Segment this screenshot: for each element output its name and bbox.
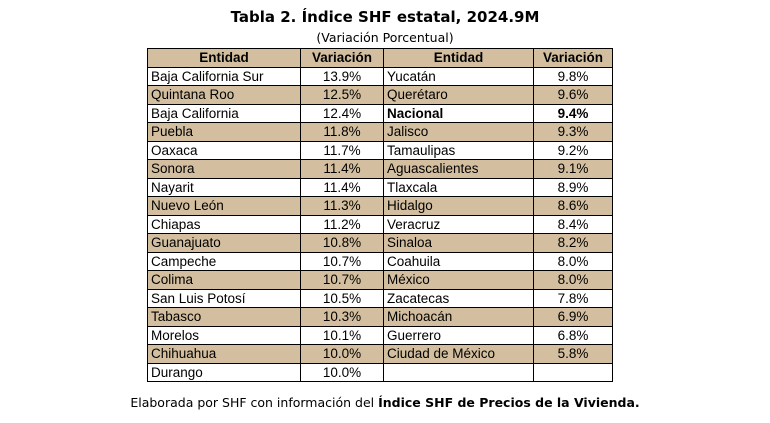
table-row: Colima 10.7% México 8.0% [147, 270, 613, 290]
cell-entidad: Yucatán [383, 66, 534, 86]
cell-entidad: Nayarit [147, 177, 301, 197]
cell-entidad: Jalisco [383, 122, 534, 142]
cell-entidad: Oaxaca [147, 140, 301, 160]
cell-entidad: Guanajuato [147, 233, 301, 253]
cell-variacion: 9.6% [533, 85, 613, 105]
table-row: Puebla 11.8% Jalisco 9.3% [147, 122, 613, 142]
table-row: Chiapas 11.2% Veracruz 8.4% [147, 214, 613, 234]
cell-variacion: 10.5% [300, 288, 384, 308]
column-header-variacion-right: Variación [533, 48, 613, 68]
table-row: Campeche 10.7% Coahuila 8.0% [147, 251, 613, 271]
cell-variacion: 6.8% [533, 325, 613, 345]
cell-entidad: Ciudad de México [383, 344, 534, 364]
table-row: Chihuahua 10.0% Ciudad de México 5.8% [147, 344, 613, 364]
column-header-variacion-left: Variación [300, 48, 384, 68]
table-row: Quintana Roo 12.5% Querétaro 9.6% [147, 85, 613, 105]
cell-variacion: 11.8% [300, 122, 384, 142]
cell-entidad: Veracruz [383, 214, 534, 234]
table-row: Baja California Sur 13.9% Yucatán 9.8% [147, 66, 613, 86]
cell-entidad: Tabasco [147, 307, 301, 327]
cell-entidad: Querétaro [383, 85, 534, 105]
cell-variacion: 8.0% [533, 270, 613, 290]
table-row: Oaxaca 11.7% Tamaulipas 9.2% [147, 140, 613, 160]
table-title: Tabla 2. Índice SHF estatal, 2024.9M [230, 8, 540, 26]
state-index-table: Entidad Variación Entidad Variación Baja… [147, 48, 613, 382]
cell-variacion: 10.7% [300, 251, 384, 271]
cell-variacion: 7.8% [533, 288, 613, 308]
cell-variacion: 8.9% [533, 177, 613, 197]
table-body: Baja California Sur 13.9% Yucatán 9.8% Quint… [147, 66, 613, 382]
cell-entidad: Nuevo León [147, 196, 301, 216]
source-note: Elaborada por SHF con información del Ín… [0, 395, 770, 410]
cell-variacion: 10.0% [300, 344, 384, 364]
cell-entidad: Campeche [147, 251, 301, 271]
column-header-entidad-left: Entidad [147, 48, 301, 68]
cell-entidad: San Luis Potosí [147, 288, 301, 308]
table-row: Tabasco 10.3% Michoacán 6.9% [147, 307, 613, 327]
source-note-text: Elaborada por SHF con información del [130, 395, 379, 410]
table-header-row: Entidad Variación Entidad Variación [147, 48, 613, 68]
cell-variacion: 10.1% [300, 325, 384, 345]
cell-entidad: Michoacán [383, 307, 534, 327]
cell-variacion: 8.6% [533, 196, 613, 216]
table-row: Nayarit 11.4% Tlaxcala 8.9% [147, 177, 613, 197]
cell-variacion: 12.4% [300, 103, 384, 123]
table-row: Sonora 11.4% Aguascalientes 9.1% [147, 159, 613, 179]
cell-entidad: Coahuila [383, 251, 534, 271]
cell-variacion: 9.8% [533, 66, 613, 86]
cell-variacion: 8.4% [533, 214, 613, 234]
table-row: San Luis Potosí 10.5% Zacatecas 7.8% [147, 288, 613, 308]
empty-cell [533, 362, 613, 382]
cell-variacion: 13.9% [300, 66, 384, 86]
cell-variacion: 8.0% [533, 251, 613, 271]
column-header-entidad-right: Entidad [383, 48, 534, 68]
cell-entidad: Durango [147, 362, 301, 382]
cell-variacion: 11.4% [300, 159, 384, 179]
table-row: Durango 10.0% [147, 362, 613, 382]
table-row: Guanajuato 10.8% Sinaloa 8.2% [147, 233, 613, 253]
table-row: Nuevo León 11.3% Hidalgo 8.6% [147, 196, 613, 216]
cell-entidad: Nacional [383, 103, 534, 123]
cell-entidad: Tamaulipas [383, 140, 534, 160]
table-subtitle: (Variación Porcentual) [316, 30, 454, 45]
source-note-bold: Índice SHF de Precios de la Vivienda. [378, 395, 640, 410]
cell-entidad: Sonora [147, 159, 301, 179]
cell-entidad: Chihuahua [147, 344, 301, 364]
cell-entidad: Sinaloa [383, 233, 534, 253]
empty-cell [383, 362, 534, 382]
table-row: Morelos 10.1% Guerrero 6.8% [147, 325, 613, 345]
cell-entidad: Tlaxcala [383, 177, 534, 197]
cell-variacion: 9.4% [533, 103, 613, 123]
cell-entidad: Baja California Sur [147, 66, 301, 86]
cell-variacion: 11.2% [300, 214, 384, 234]
cell-variacion: 6.9% [533, 307, 613, 327]
cell-entidad: Chiapas [147, 214, 301, 234]
cell-variacion: 9.3% [533, 122, 613, 142]
cell-entidad: Quintana Roo [147, 85, 301, 105]
table-row: Baja California 12.4% Nacional 9.4% [147, 103, 613, 123]
cell-variacion: 5.8% [533, 344, 613, 364]
cell-entidad: Puebla [147, 122, 301, 142]
cell-entidad: Aguascalientes [383, 159, 534, 179]
cell-entidad: México [383, 270, 534, 290]
cell-entidad: Hidalgo [383, 196, 534, 216]
cell-variacion: 11.4% [300, 177, 384, 197]
cell-variacion: 10.8% [300, 233, 384, 253]
cell-variacion: 8.2% [533, 233, 613, 253]
cell-variacion: 10.7% [300, 270, 384, 290]
cell-entidad: Morelos [147, 325, 301, 345]
cell-variacion: 11.3% [300, 196, 384, 216]
cell-variacion: 9.2% [533, 140, 613, 160]
cell-variacion: 12.5% [300, 85, 384, 105]
cell-entidad: Zacatecas [383, 288, 534, 308]
cell-variacion: 10.3% [300, 307, 384, 327]
cell-entidad: Guerrero [383, 325, 534, 345]
cell-entidad: Baja California [147, 103, 301, 123]
cell-entidad: Colima [147, 270, 301, 290]
cell-variacion: 9.1% [533, 159, 613, 179]
cell-variacion: 10.0% [300, 362, 384, 382]
cell-variacion: 11.7% [300, 140, 384, 160]
